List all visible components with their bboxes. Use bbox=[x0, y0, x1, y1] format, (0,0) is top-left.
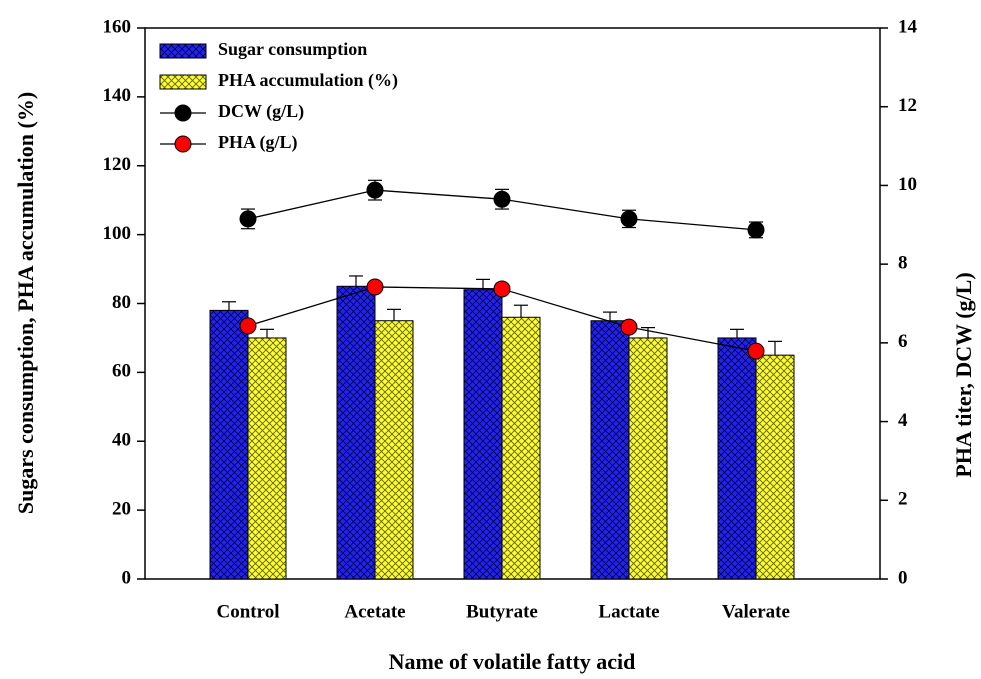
bar bbox=[336, 285, 376, 580]
x-tick-label: Butyrate bbox=[466, 601, 538, 622]
legend-marker bbox=[174, 135, 192, 153]
y2-tick-label: 4 bbox=[898, 410, 908, 431]
y-axis-label: Sugars consumption, PHA accumulation (%) bbox=[13, 92, 38, 514]
y2-tick-label: 14 bbox=[898, 16, 918, 37]
bar bbox=[717, 337, 757, 580]
point bbox=[366, 181, 384, 199]
point bbox=[493, 190, 511, 208]
y-tick-label: 60 bbox=[112, 361, 131, 382]
bar bbox=[755, 354, 795, 580]
y-tick-label: 160 bbox=[103, 16, 132, 37]
y-tick-label: 40 bbox=[112, 430, 131, 451]
y-tick-label: 100 bbox=[103, 223, 132, 244]
bar bbox=[628, 337, 668, 580]
y-tick-label: 80 bbox=[112, 292, 131, 313]
legend-label: DCW (g/L) bbox=[218, 101, 304, 122]
x-tick-label: Acetate bbox=[344, 601, 405, 622]
bar bbox=[463, 289, 503, 580]
y2-tick-label: 0 bbox=[898, 567, 908, 588]
legend-label: Sugar consumption bbox=[218, 39, 367, 59]
x-tick-label: Lactate bbox=[598, 601, 659, 622]
legend-swatch bbox=[159, 43, 207, 59]
bar bbox=[374, 320, 414, 580]
point bbox=[620, 318, 638, 336]
point bbox=[747, 221, 765, 239]
y2-axis-label: PHA titer, DCW (g/L) bbox=[951, 272, 976, 477]
legend-marker bbox=[174, 104, 192, 122]
point bbox=[493, 280, 511, 298]
y2-tick-label: 12 bbox=[898, 95, 917, 116]
y2-tick-label: 2 bbox=[898, 489, 908, 510]
x-axis-label: Name of volatile fatty acid bbox=[389, 649, 636, 674]
y-tick-label: 120 bbox=[103, 154, 132, 175]
point bbox=[747, 342, 765, 360]
y2-tick-label: 8 bbox=[898, 253, 908, 274]
point bbox=[620, 210, 638, 228]
legend-swatch bbox=[159, 74, 207, 90]
x-tick-label: Control bbox=[217, 601, 280, 622]
legend-label: PHA accumulation (%) bbox=[218, 70, 398, 91]
bar bbox=[590, 320, 630, 580]
point bbox=[239, 317, 257, 335]
bar bbox=[501, 316, 541, 580]
y-tick-label: 140 bbox=[103, 85, 132, 106]
x-tick-label: Valerate bbox=[722, 601, 790, 622]
y-tick-label: 0 bbox=[122, 567, 132, 588]
bar bbox=[209, 309, 249, 580]
legend-label: PHA (g/L) bbox=[218, 132, 298, 153]
bar bbox=[247, 337, 287, 580]
point bbox=[366, 278, 384, 296]
y-tick-label: 20 bbox=[112, 498, 131, 519]
point bbox=[239, 210, 257, 228]
y2-tick-label: 10 bbox=[898, 174, 917, 195]
y2-tick-label: 6 bbox=[898, 331, 908, 352]
